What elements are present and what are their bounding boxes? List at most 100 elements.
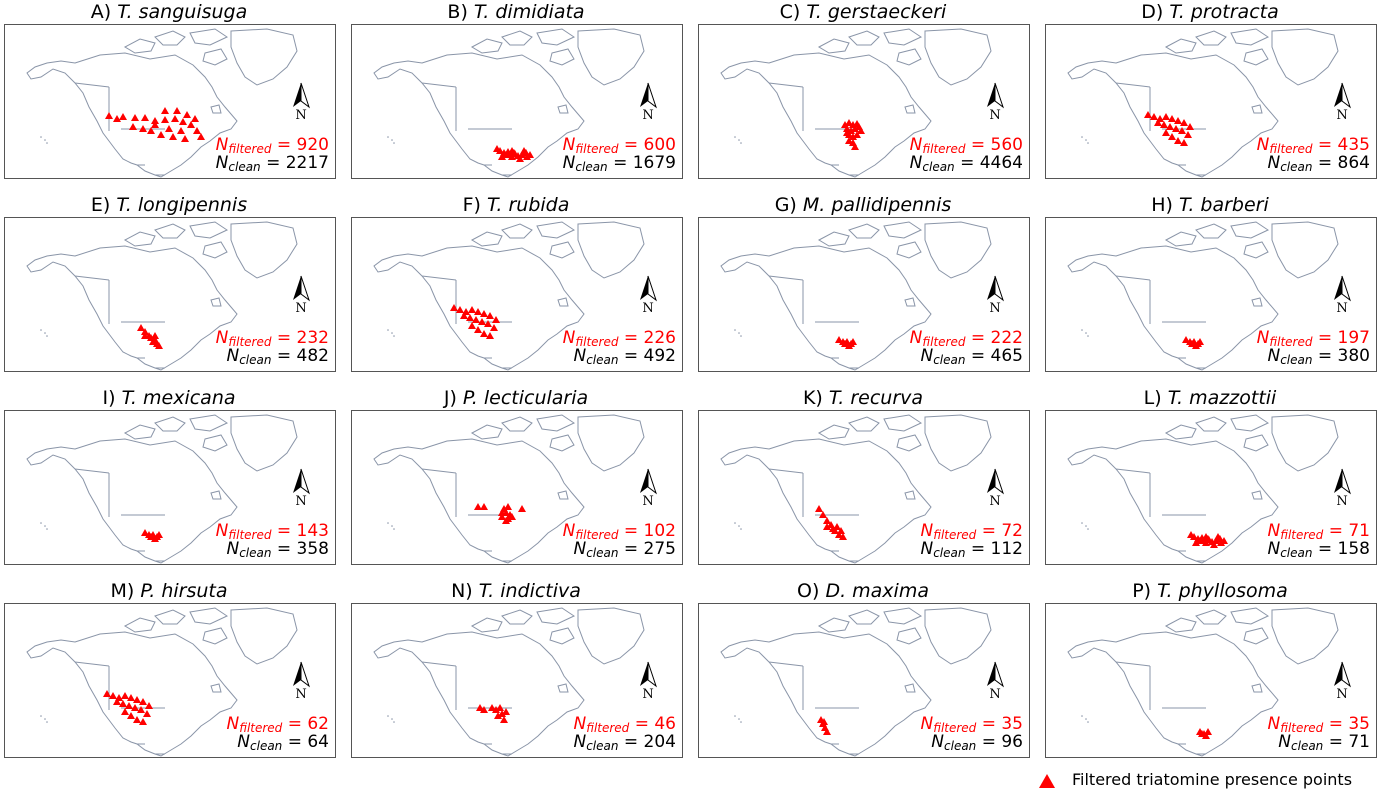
island-outline bbox=[1164, 231, 1197, 247]
north-arrow-icon: N bbox=[987, 661, 1004, 702]
island-outline bbox=[536, 28, 576, 46]
presence-point bbox=[151, 117, 159, 124]
panel-letter: P) bbox=[1132, 580, 1152, 602]
filtered-subscript: filtered bbox=[575, 142, 619, 156]
island-outline bbox=[1164, 617, 1197, 633]
presence-point bbox=[1188, 340, 1196, 347]
presence-point bbox=[157, 131, 165, 138]
hawaii-dot bbox=[1087, 721, 1089, 723]
island-outline bbox=[904, 104, 916, 114]
n-filtered-label: Nfiltered = 226 bbox=[562, 328, 676, 349]
continent-outline bbox=[720, 52, 932, 178]
presence-point bbox=[474, 326, 482, 333]
island-outline bbox=[202, 241, 228, 259]
presence-point bbox=[131, 114, 139, 121]
north-arrow-icon: N bbox=[640, 661, 657, 702]
map-frame: N Nfiltered = 560 Nclean = 4464 bbox=[698, 24, 1030, 179]
island-outline bbox=[501, 223, 533, 239]
north-label: N bbox=[642, 301, 653, 316]
presence-point bbox=[139, 125, 147, 132]
north-arrow-icon: N bbox=[1334, 275, 1351, 316]
panel-letter: F) bbox=[462, 194, 481, 216]
island-outline bbox=[896, 241, 922, 259]
island-outline bbox=[817, 617, 850, 633]
presence-point bbox=[498, 710, 506, 717]
presence-point bbox=[480, 310, 488, 317]
presence-point bbox=[835, 531, 843, 538]
hawaii-dot bbox=[46, 335, 48, 337]
map-panel: E) T. longipennis N Nfiltered = 232 Nclean … bbox=[0, 193, 338, 379]
island-outline bbox=[154, 30, 186, 46]
presence-point bbox=[498, 153, 506, 160]
hawaii-dot bbox=[740, 142, 742, 144]
presence-point bbox=[1162, 129, 1170, 136]
presence-point bbox=[500, 716, 508, 723]
island-outline bbox=[1243, 627, 1269, 645]
presence-point bbox=[815, 505, 823, 512]
n-clean-label: Nclean = 864 bbox=[1267, 153, 1370, 174]
n-filtered-label: Nfiltered = 143 bbox=[215, 521, 329, 542]
n-symbol: N bbox=[931, 732, 945, 752]
species-name: dimidiata bbox=[495, 1, 585, 23]
map-panel: G) M. pallidipennis N Nfiltered = 222 Nclea… bbox=[694, 193, 1032, 379]
island-outline bbox=[536, 221, 576, 239]
presence-point bbox=[121, 708, 129, 715]
presence-point bbox=[502, 708, 510, 715]
species-name: phyllosoma bbox=[1178, 580, 1288, 602]
hawaii-dot bbox=[387, 329, 389, 331]
island-outline bbox=[1271, 414, 1339, 472]
n-clean-value: 275 bbox=[643, 539, 676, 559]
n-clean-label: Nclean = 1679 bbox=[562, 153, 676, 174]
n-clean-value: 71 bbox=[1348, 732, 1370, 752]
presence-point bbox=[1214, 533, 1222, 540]
n-symbol: N bbox=[920, 714, 934, 734]
island-outline bbox=[1230, 28, 1270, 46]
genus-name: T. bbox=[478, 580, 495, 602]
n-symbol: N bbox=[226, 539, 240, 559]
n-symbol: N bbox=[215, 328, 229, 348]
island-outline bbox=[1164, 38, 1197, 54]
hawaii-dot bbox=[738, 718, 740, 720]
panel-letter: A) bbox=[90, 1, 112, 23]
genus-name: T. bbox=[487, 194, 503, 216]
hawaii-dot bbox=[740, 335, 742, 337]
n-filtered-label: Nfiltered = 197 bbox=[1256, 328, 1370, 349]
presence-point bbox=[496, 704, 504, 711]
n-symbol: N bbox=[920, 539, 934, 559]
continent-outline bbox=[373, 245, 585, 371]
north-label: N bbox=[989, 301, 1000, 316]
island-outline bbox=[549, 627, 575, 645]
island-outline bbox=[1243, 48, 1269, 66]
presence-point bbox=[193, 127, 201, 134]
hawaii-dot bbox=[1085, 525, 1087, 527]
island-outline bbox=[189, 221, 229, 239]
island-outline bbox=[1243, 241, 1269, 259]
presence-point bbox=[841, 340, 849, 347]
presence-point bbox=[460, 312, 468, 319]
island-outline bbox=[848, 30, 880, 46]
n-symbol: N bbox=[226, 346, 240, 366]
island-outline bbox=[1164, 424, 1197, 440]
map-panel: J) P. lecticularia N Nfiltered = 102 Nclean… bbox=[347, 386, 685, 572]
north-label: N bbox=[642, 108, 653, 123]
north-label: N bbox=[989, 687, 1000, 702]
island-outline bbox=[123, 38, 156, 54]
north-america-map: N bbox=[373, 607, 657, 757]
genus-name: T. bbox=[473, 1, 490, 23]
hawaii-dot bbox=[387, 136, 389, 138]
clean-subscript: clean bbox=[239, 546, 272, 560]
presence-point bbox=[1198, 730, 1206, 737]
presence-point bbox=[823, 517, 831, 524]
island-outline bbox=[154, 609, 186, 625]
n-symbol: N bbox=[562, 135, 576, 155]
presence-point bbox=[161, 107, 169, 114]
n-symbol: N bbox=[562, 521, 576, 541]
island-outline bbox=[817, 424, 850, 440]
n-symbol: N bbox=[237, 732, 251, 752]
north-arrow-icon: N bbox=[640, 275, 657, 316]
filtered-subscript: filtered bbox=[1269, 142, 1313, 156]
hawaii-dot bbox=[1081, 715, 1083, 717]
north-america-map: N bbox=[1067, 414, 1351, 564]
species-name: mexicana bbox=[143, 387, 236, 409]
north-america-map: N bbox=[373, 414, 657, 564]
